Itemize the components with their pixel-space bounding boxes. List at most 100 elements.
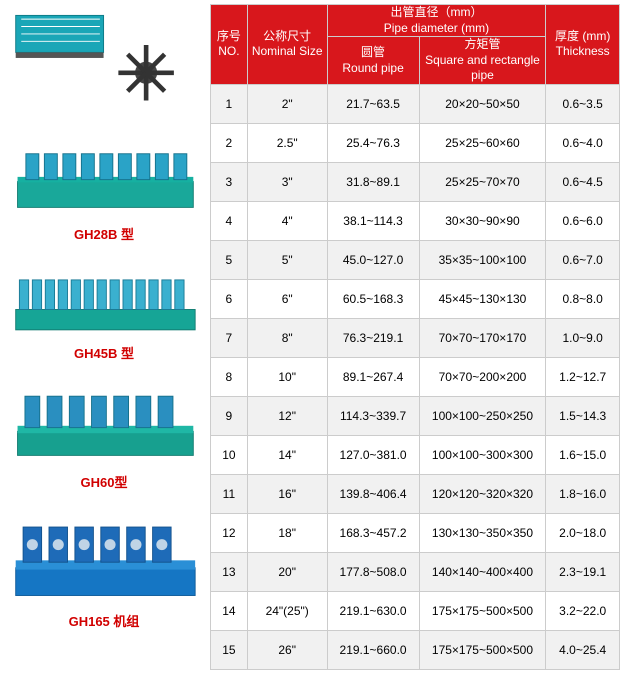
th-pd-en: Pipe diameter (mm): [328, 21, 546, 37]
th-sq-cn: 方矩管: [420, 37, 546, 53]
cell-nominal: 24"(25"): [247, 591, 327, 630]
th-thickness: 厚度 (mm) Thickness: [546, 5, 620, 85]
spec-table: 序号 NO. 公称尺寸 Nominal Size 出管直径（mm） Pipe d…: [210, 4, 620, 670]
table-row: 810"89.1~267.470×70~200×2001.2~12.7: [211, 357, 620, 396]
th-pd-cn: 出管直径（mm）: [328, 5, 546, 21]
cell-thickness: 0.8~8.0: [546, 279, 620, 318]
table-row: 1526"219.1~660.0175×175~500×5004.0~25.4: [211, 630, 620, 669]
cell-no: 1: [211, 84, 248, 123]
cell-nominal: 5": [247, 240, 327, 279]
product-block-1: GH28B 型: [4, 122, 204, 243]
cell-no: 13: [211, 552, 248, 591]
th-no-cn: 序号: [211, 29, 247, 45]
cell-round: 45.0~127.0: [327, 240, 419, 279]
cell-nominal: 2.5": [247, 123, 327, 162]
cell-no: 3: [211, 162, 248, 201]
cell-round: 60.5~168.3: [327, 279, 419, 318]
product-images-column: GH28B 型: [4, 4, 204, 670]
cell-round: 76.3~219.1: [327, 318, 419, 357]
cell-nominal: 2": [247, 84, 327, 123]
cell-nominal: 14": [247, 435, 327, 474]
cell-square: 140×140~400×400: [419, 552, 546, 591]
cell-no: 6: [211, 279, 248, 318]
th-square: 方矩管 Square and rectangle pipe: [419, 37, 546, 85]
table-row: 78"76.3~219.170×70~170×1701.0~9.0: [211, 318, 620, 357]
table-row: 1116"139.8~406.4120×120~320×3201.8~16.0: [211, 474, 620, 513]
table-row: 44"38.1~114.330×30~90×900.6~6.0: [211, 201, 620, 240]
cell-nominal: 3": [247, 162, 327, 201]
cell-square: 175×175~500×500: [419, 630, 546, 669]
cell-nominal: 10": [247, 357, 327, 396]
th-round-cn: 圆管: [328, 45, 419, 61]
cell-round: 25.4~76.3: [327, 123, 419, 162]
table-row: 33"31.8~89.125×25~70×700.6~4.5: [211, 162, 620, 201]
table-row: 912"114.3~339.7100×100~250×2501.5~14.3: [211, 396, 620, 435]
product-block-2: GH45B 型: [4, 251, 204, 362]
cell-no: 5: [211, 240, 248, 279]
cell-thickness: 1.6~15.0: [546, 435, 620, 474]
cell-round: 89.1~267.4: [327, 357, 419, 396]
th-nominal: 公称尺寸 Nominal Size: [247, 5, 327, 85]
cell-thickness: 2.3~19.1: [546, 552, 620, 591]
cell-thickness: 1.2~12.7: [546, 357, 620, 396]
th-nominal-cn: 公称尺寸: [248, 29, 327, 45]
cell-round: 168.3~457.2: [327, 513, 419, 552]
product-label-4: GH165 机组: [69, 611, 140, 630]
table-row: 1320"177.8~508.0140×140~400×4002.3~19.1: [211, 552, 620, 591]
product-block-0: [4, 4, 204, 114]
cell-square: 120×120~320×320: [419, 474, 546, 513]
cell-thickness: 3.2~22.0: [546, 591, 620, 630]
cell-square: 35×35~100×100: [419, 240, 546, 279]
cell-square: 20×20~50×50: [419, 84, 546, 123]
cell-square: 30×30~90×90: [419, 201, 546, 240]
cell-square: 100×100~250×250: [419, 396, 546, 435]
th-nominal-en: Nominal Size: [248, 44, 327, 60]
table-row: 1424"(25")219.1~630.0175×175~500×5003.2~…: [211, 591, 620, 630]
cell-thickness: 0.6~7.0: [546, 240, 620, 279]
cell-no: 14: [211, 591, 248, 630]
cell-nominal: 12": [247, 396, 327, 435]
th-round: 圆管 Round pipe: [327, 37, 419, 85]
product-img-3: [9, 370, 199, 470]
th-pipe-diameter: 出管直径（mm） Pipe diameter (mm): [327, 5, 546, 37]
cell-nominal: 8": [247, 318, 327, 357]
cell-no: 2: [211, 123, 248, 162]
table-row: 1218"168.3~457.2130×130~350×3502.0~18.0: [211, 513, 620, 552]
product-block-4: GH165 机组: [4, 499, 204, 630]
cell-round: 114.3~339.7: [327, 396, 419, 435]
product-label-1: GH28B 型: [74, 224, 134, 243]
product-img-1: [9, 122, 199, 222]
table-row: 12"21.7~63.520×20~50×500.6~3.5: [211, 84, 620, 123]
cell-nominal: 4": [247, 201, 327, 240]
table-row: 66"60.5~168.345×45~130×1300.8~8.0: [211, 279, 620, 318]
cell-round: 219.1~660.0: [327, 630, 419, 669]
cell-round: 21.7~63.5: [327, 84, 419, 123]
cell-no: 9: [211, 396, 248, 435]
cell-round: 31.8~89.1: [327, 162, 419, 201]
product-img-4: [9, 499, 199, 609]
th-round-en: Round pipe: [328, 61, 419, 77]
cell-thickness: 1.8~16.0: [546, 474, 620, 513]
th-th-en: Thickness: [546, 44, 619, 60]
cell-round: 177.8~508.0: [327, 552, 419, 591]
cell-thickness: 1.5~14.3: [546, 396, 620, 435]
cell-no: 7: [211, 318, 248, 357]
cell-thickness: 0.6~4.5: [546, 162, 620, 201]
cell-no: 10: [211, 435, 248, 474]
cell-thickness: 1.0~9.0: [546, 318, 620, 357]
cell-round: 38.1~114.3: [327, 201, 419, 240]
cell-no: 11: [211, 474, 248, 513]
cell-nominal: 20": [247, 552, 327, 591]
table-row: 22.5"25.4~76.325×25~60×600.6~4.0: [211, 123, 620, 162]
cell-round: 219.1~630.0: [327, 591, 419, 630]
cell-no: 15: [211, 630, 248, 669]
product-img-0: [9, 4, 199, 114]
cell-square: 130×130~350×350: [419, 513, 546, 552]
cell-nominal: 26": [247, 630, 327, 669]
th-no-en: NO.: [211, 44, 247, 60]
product-label-2: GH45B 型: [74, 343, 134, 362]
th-no: 序号 NO.: [211, 5, 248, 85]
cell-nominal: 18": [247, 513, 327, 552]
table-row: 55"45.0~127.035×35~100×1000.6~7.0: [211, 240, 620, 279]
product-block-3: GH60型: [4, 370, 204, 491]
